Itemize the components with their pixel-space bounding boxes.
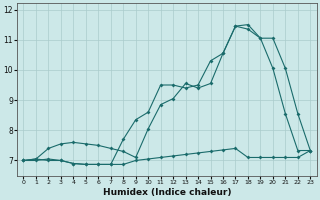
X-axis label: Humidex (Indice chaleur): Humidex (Indice chaleur) [103, 188, 231, 197]
